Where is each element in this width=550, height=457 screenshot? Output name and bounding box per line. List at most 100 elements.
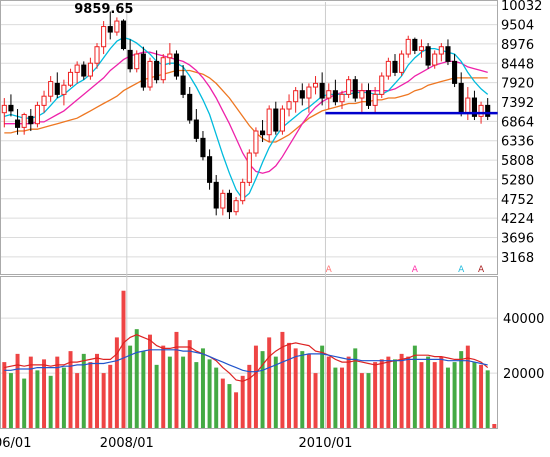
volume-bar: [134, 329, 139, 428]
candle-body: [87, 62, 93, 77]
volume-bar: [240, 375, 245, 428]
price-tick-label: 3168: [501, 251, 534, 266]
candle-body: [28, 115, 34, 125]
volume-bar: [406, 356, 411, 428]
candle-body: [365, 90, 372, 106]
volume-bar: [88, 362, 93, 428]
volume-bar: [412, 345, 417, 428]
time-tick-label: 06/01: [0, 436, 31, 451]
volume-moving-averages: [4, 334, 489, 382]
candle-body: [385, 60, 391, 77]
event-mark: A: [412, 265, 419, 275]
price-tick-label: 7920: [501, 77, 534, 92]
candle-body: [101, 26, 107, 48]
volume-bar: [373, 362, 378, 428]
price-tick-label: 3696: [501, 231, 534, 246]
price-tick-label: 7392: [501, 96, 534, 111]
price-tick-label: 6864: [501, 115, 534, 130]
volume-bar: [28, 356, 33, 428]
candle-body: [15, 119, 21, 128]
volume-bar: [121, 290, 126, 428]
volume-bar: [340, 367, 344, 428]
candle-body: [326, 90, 332, 99]
volume-axis-labels: 40000 20000: [503, 312, 544, 382]
volume-bar: [207, 359, 212, 428]
ma-fast-line: [4, 36, 489, 200]
candle-body: [114, 20, 120, 33]
ma-mid-line: [4, 51, 488, 174]
candle-body: [260, 130, 266, 136]
price-panel-frame: [0, 0, 498, 275]
volume-bar: [114, 337, 119, 428]
volume-bar: [346, 356, 351, 428]
volume-bar: [128, 345, 133, 428]
volume-bar: [287, 342, 292, 428]
volume-bar: [267, 337, 272, 428]
candle-body: [392, 60, 398, 73]
candle-body: [266, 108, 272, 136]
volume-bar: [253, 345, 258, 428]
event-mark: A: [458, 265, 465, 275]
price-tick-label: 5280: [501, 173, 534, 188]
volume-bar: [61, 367, 66, 428]
volume-bar: [48, 375, 53, 428]
candlesticks: [1, 11, 491, 220]
candle-body: [134, 53, 140, 70]
candle-body: [273, 108, 279, 132]
volume-bar: [35, 370, 40, 428]
candle-body: [147, 60, 153, 88]
volume-bar: [108, 364, 113, 428]
candle-body: [140, 53, 146, 88]
candle-body: [187, 93, 193, 121]
volume-bar: [472, 362, 477, 428]
volume-bar: [148, 334, 152, 428]
time-tick-label: 2008/01: [100, 436, 154, 451]
volume-bar: [379, 359, 384, 428]
volume-bar: [353, 348, 358, 428]
price-tick-label: 4752: [501, 193, 534, 208]
candle-body: [180, 75, 186, 95]
volume-bar: [452, 362, 457, 428]
candle-body: [471, 97, 477, 117]
candle-body: [107, 26, 113, 33]
candle-body: [339, 93, 345, 103]
candle-body: [34, 104, 40, 125]
candle-body: [81, 64, 87, 77]
volume-bar: [386, 356, 391, 428]
price-moving-averages: [4, 36, 489, 200]
volume-tick-label: 40000: [503, 312, 544, 327]
volume-bar: [320, 345, 325, 428]
candle-body: [220, 192, 226, 209]
volume-bar: [75, 373, 80, 428]
volume-bar: [393, 359, 397, 428]
candle-body: [452, 60, 458, 84]
volume-bar: [55, 356, 60, 428]
volume-bar: [260, 351, 265, 428]
volume-bar: [293, 348, 298, 428]
candle-body: [48, 81, 54, 97]
volume-bar: [479, 364, 484, 428]
candle-body: [319, 82, 325, 99]
volume-bar: [8, 373, 13, 428]
volume-bar: [22, 378, 27, 428]
volume-bar: [234, 392, 239, 428]
volume-bar: [445, 367, 450, 428]
volume-bar: [187, 340, 192, 428]
volume-tick-label: 20000: [503, 367, 544, 382]
volume-bar: [399, 353, 404, 428]
volume-bar: [419, 362, 424, 428]
candle-body: [379, 75, 385, 95]
volume-bar: [326, 356, 331, 428]
candle-body: [200, 137, 206, 158]
candle-body: [67, 71, 74, 86]
time-tick-label: 2010/01: [298, 436, 352, 451]
volume-bar: [273, 356, 278, 428]
candle-body: [61, 84, 67, 95]
time-axis-labels: 06/01 2008/01 2010/01: [0, 436, 352, 451]
volume-bar: [247, 364, 252, 428]
volume-bar: [485, 370, 490, 428]
volume-bar: [167, 356, 172, 428]
candle-body: [478, 104, 484, 117]
